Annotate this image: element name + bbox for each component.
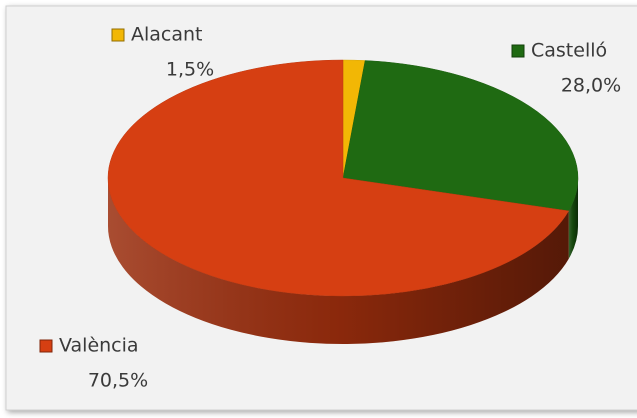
slice-side-shade: [568, 178, 578, 259]
labels: Alacant 1,5% Castelló 28,0% València 70,5%: [39, 24, 621, 392]
slice: [107, 59, 570, 297]
category-label: Alacant: [131, 24, 203, 46]
value-label: 1,5%: [166, 59, 214, 81]
slice-side-shade: [108, 178, 569, 344]
pie: [107, 59, 579, 344]
legend-swatch: [511, 44, 525, 58]
slice: [342, 60, 579, 212]
value-label: 28,0%: [561, 75, 621, 97]
value-label: 70,5%: [88, 370, 148, 392]
legend-swatch: [39, 339, 53, 353]
category-label: Castelló: [531, 40, 607, 62]
legend-swatch: [111, 28, 125, 42]
category-label: València: [59, 335, 139, 357]
